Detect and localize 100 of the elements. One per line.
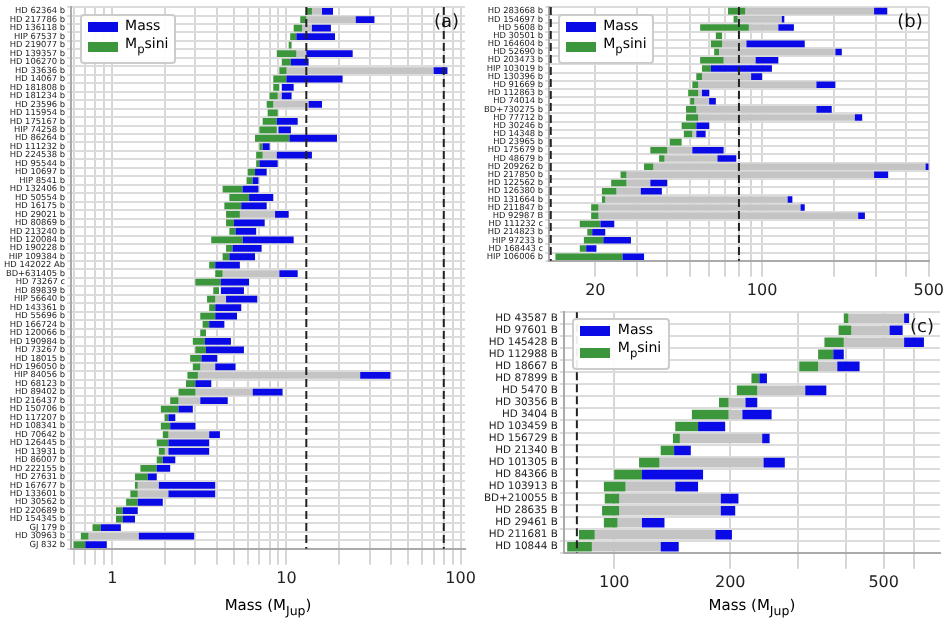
bar (137, 498, 163, 506)
x-tick-label: 200 (714, 572, 746, 591)
bar (279, 67, 287, 74)
bar (222, 253, 230, 261)
bar (640, 187, 662, 195)
bar (669, 138, 682, 146)
bar (296, 50, 307, 57)
bar (650, 147, 668, 154)
bar (555, 253, 623, 260)
bar (211, 236, 243, 244)
bar (874, 171, 889, 179)
bar (696, 122, 710, 130)
x-tick-label: 500 (868, 572, 899, 591)
bar (322, 7, 333, 15)
bar (137, 490, 169, 498)
bar (698, 421, 726, 432)
bar (209, 261, 216, 269)
bar (686, 106, 697, 113)
bar (644, 163, 654, 170)
bar (688, 89, 699, 97)
bar (267, 109, 278, 117)
bar (115, 515, 123, 523)
bar (256, 151, 263, 159)
bar (296, 33, 336, 41)
bar (215, 312, 237, 320)
bar (266, 101, 274, 108)
bar (874, 7, 888, 15)
bar (854, 114, 863, 121)
bar (85, 541, 107, 548)
bar (197, 371, 361, 379)
bar (195, 278, 221, 286)
bar (681, 122, 697, 130)
bar (904, 313, 910, 324)
bar (122, 507, 138, 515)
x-tick-label: 100 (445, 568, 476, 587)
bar (195, 380, 212, 388)
bar (805, 385, 827, 396)
bar (192, 338, 205, 345)
bar (799, 361, 819, 372)
bar (710, 65, 772, 72)
bar (586, 245, 597, 252)
bar (600, 220, 615, 228)
bar (276, 117, 298, 125)
bar (659, 457, 764, 468)
bar (239, 211, 276, 218)
bar (286, 67, 434, 74)
bar (787, 196, 793, 203)
x-tick-label: 20 (585, 280, 606, 299)
annotation: (a) (433, 12, 460, 33)
bar (306, 16, 356, 24)
annotation: (b) (897, 12, 923, 33)
bar (757, 385, 806, 396)
bar (200, 329, 206, 337)
bar (692, 81, 699, 89)
bar (202, 321, 210, 328)
bar (698, 81, 817, 89)
bar (745, 7, 875, 15)
bar (686, 114, 699, 121)
bar (168, 431, 210, 438)
bar (275, 211, 289, 218)
bar (904, 337, 924, 348)
bar (858, 212, 865, 220)
bar (262, 117, 277, 125)
bar (130, 490, 138, 498)
bar (279, 270, 298, 278)
x-tick-label: 10 (276, 568, 297, 587)
bar (200, 397, 228, 405)
bar (140, 465, 157, 472)
bar (158, 448, 165, 455)
bar (215, 295, 227, 303)
bar (818, 361, 838, 372)
bar (276, 50, 297, 57)
bar (746, 40, 805, 48)
bar (195, 346, 206, 354)
x-tick-label: 100 (598, 572, 630, 591)
bar (719, 48, 836, 56)
bar (178, 388, 196, 396)
bar (360, 371, 391, 379)
bar (162, 431, 169, 438)
bar (255, 134, 290, 142)
bar (696, 73, 703, 80)
bar (674, 445, 691, 456)
bar (273, 101, 309, 108)
bar (190, 354, 202, 362)
bar (220, 278, 250, 286)
bar (698, 114, 855, 121)
annotation: (c) (910, 317, 934, 338)
bar (641, 517, 665, 528)
bar (186, 380, 196, 388)
bar (262, 151, 277, 159)
bar (759, 373, 767, 384)
bar (122, 515, 135, 523)
x-tick-label: 100 (746, 280, 778, 299)
bar (660, 541, 679, 552)
bar (160, 405, 179, 413)
bar (100, 524, 121, 532)
bar (88, 532, 139, 540)
bar (92, 524, 101, 532)
bar (679, 433, 763, 444)
bar (762, 433, 770, 444)
